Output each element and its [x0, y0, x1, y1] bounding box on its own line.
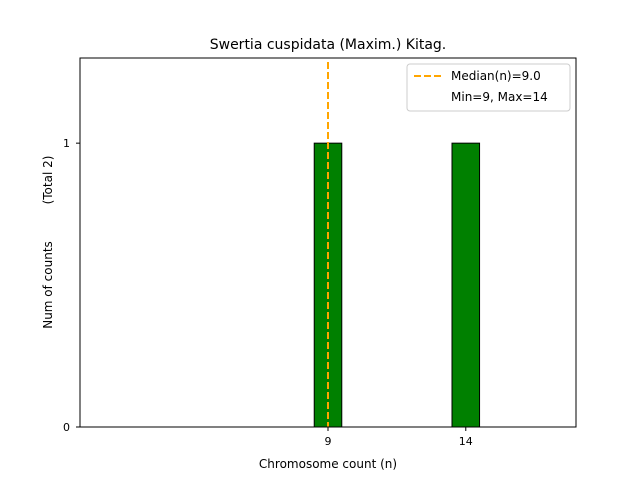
plot-area: 9 14 0 1	[63, 57, 577, 448]
y-tick-label: 0	[63, 421, 70, 434]
legend: Median(n)=9.0 Min=9, Max=14	[406, 63, 571, 112]
x-tick-label: 9	[325, 435, 332, 448]
bar	[451, 142, 481, 428]
y-axis-label: Num of counts	[41, 241, 55, 329]
legend-box	[406, 63, 571, 112]
y-tick-label: 1	[63, 137, 70, 150]
legend-entry: Median(n)=9.0	[451, 69, 541, 83]
legend-entry: Min=9, Max=14	[451, 90, 548, 104]
x-tick-label: 14	[459, 435, 473, 448]
y-axis-total-label: (Total 2)	[41, 156, 55, 205]
chart-title: Swertia cuspidata (Maxim.) Kitag.	[210, 37, 447, 53]
x-axis-label: Chromosome count (n)	[259, 457, 397, 471]
